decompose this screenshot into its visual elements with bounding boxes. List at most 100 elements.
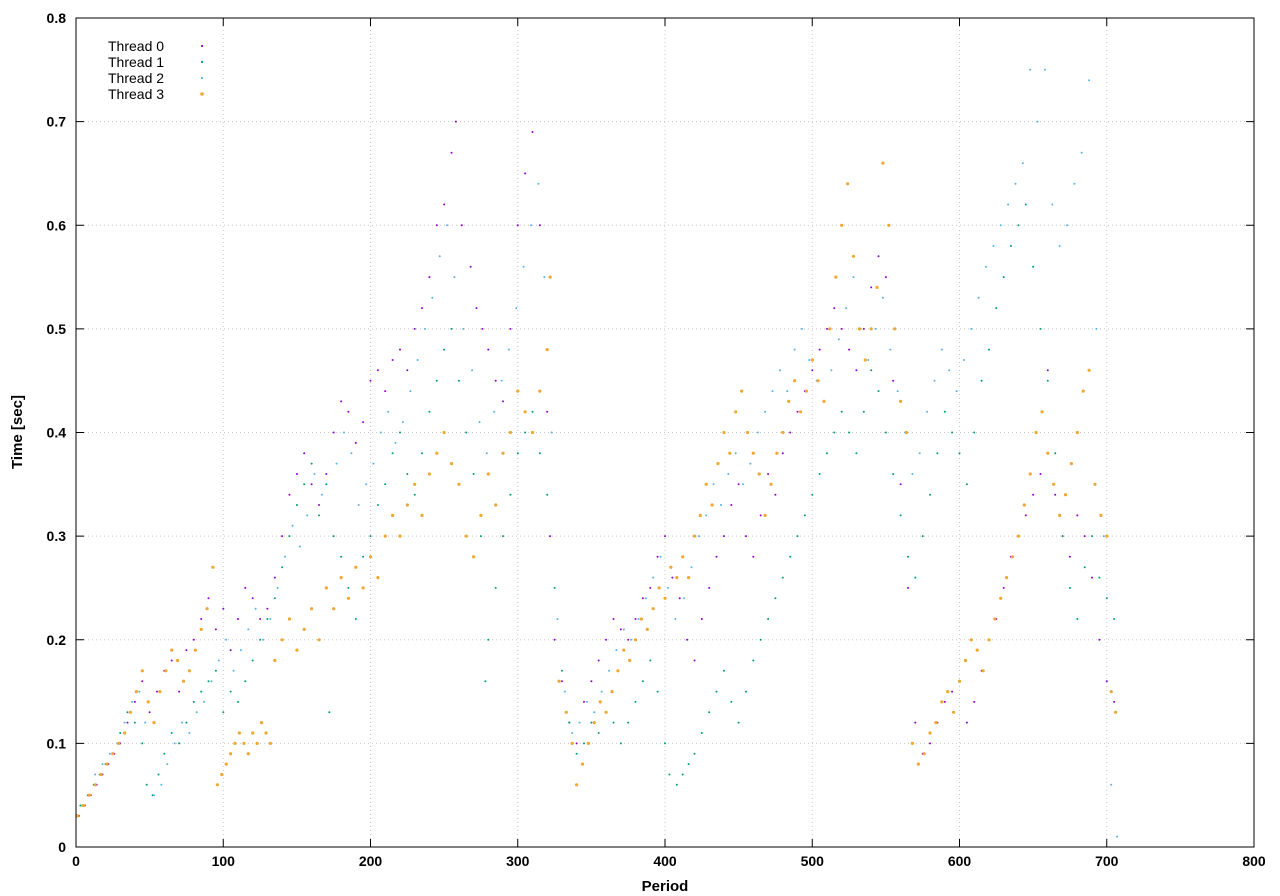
- data-point: [487, 348, 490, 351]
- data-point: [500, 379, 503, 382]
- data-point: [1046, 369, 1049, 372]
- data-point: [131, 700, 133, 703]
- data-point: [372, 462, 375, 465]
- data-point: [877, 255, 880, 258]
- data-point: [767, 618, 770, 620]
- data-point: [818, 473, 821, 475]
- data-point: [255, 741, 259, 746]
- data-point: [708, 586, 711, 589]
- data-point: [686, 638, 689, 641]
- data-point: [628, 658, 632, 663]
- data-point: [332, 607, 336, 611]
- data-point: [530, 430, 535, 435]
- data-point: [494, 379, 497, 382]
- data-point: [608, 669, 610, 672]
- data-point: [453, 276, 456, 279]
- legend-marker: [200, 44, 204, 48]
- data-point: [144, 721, 147, 724]
- data-point: [1083, 535, 1086, 538]
- data-point: [384, 390, 387, 393]
- data-point: [834, 275, 838, 279]
- data-point: [1063, 493, 1068, 497]
- data-point: [509, 327, 512, 330]
- data-point: [914, 721, 917, 724]
- data-point: [146, 700, 150, 704]
- data-point: [848, 431, 851, 434]
- data-point: [266, 607, 269, 610]
- y-tick-labels: 0 0.1 0.2 0.3 0.4 0.5 0.6 0.7 0.8: [47, 10, 67, 855]
- data-point: [523, 410, 527, 414]
- data-point: [251, 597, 254, 600]
- y-tick-label: 0.3: [47, 528, 67, 544]
- x-tick-label: 800: [1242, 853, 1266, 869]
- data-point: [881, 296, 884, 299]
- data-point: [1076, 618, 1079, 620]
- data-point: [1095, 327, 1098, 330]
- data-point: [710, 503, 714, 507]
- data-point: [787, 399, 791, 403]
- data-point: [215, 783, 219, 787]
- data-point: [79, 804, 82, 807]
- data-point: [302, 627, 306, 632]
- data-point: [1054, 452, 1057, 455]
- data-point: [405, 503, 409, 507]
- data-point: [948, 369, 951, 372]
- data-point: [446, 224, 449, 227]
- data-point: [870, 286, 873, 289]
- data-point: [1069, 462, 1073, 466]
- data-point: [298, 545, 301, 548]
- data-point: [163, 752, 166, 755]
- data-point: [644, 597, 647, 600]
- data-point: [775, 451, 779, 455]
- data-point: [1099, 513, 1103, 518]
- data-point: [431, 296, 434, 299]
- data-point: [464, 534, 468, 538]
- data-point: [1029, 68, 1032, 71]
- data-point: [914, 576, 917, 579]
- data-point: [583, 742, 585, 745]
- data-point: [929, 742, 931, 745]
- data-point: [981, 669, 985, 673]
- data-point: [973, 431, 976, 434]
- data-point: [992, 245, 995, 247]
- data-point: [251, 731, 255, 735]
- data-point: [365, 483, 368, 486]
- data-point: [580, 762, 585, 766]
- data-point: [764, 410, 767, 413]
- data-point: [343, 431, 345, 434]
- data-point: [553, 638, 556, 641]
- data-point: [200, 618, 203, 620]
- data-point: [133, 721, 136, 724]
- data-point: [502, 400, 504, 403]
- data-point: [921, 535, 924, 538]
- data-point: [229, 649, 232, 652]
- data-point: [295, 473, 298, 475]
- y-axis-title: Time [sec]: [9, 395, 26, 469]
- legend-label: Thread 1: [108, 54, 164, 70]
- data-point: [354, 565, 358, 569]
- data-point: [560, 680, 563, 683]
- data-point: [893, 327, 897, 331]
- data-point: [928, 731, 932, 735]
- data-point: [387, 410, 390, 413]
- data-point: [379, 431, 382, 434]
- data-point: [840, 327, 843, 330]
- data-point: [280, 638, 284, 642]
- data-point: [793, 379, 797, 383]
- data-point: [347, 586, 350, 589]
- data-point: [692, 534, 697, 538]
- data-point: [383, 534, 387, 538]
- data-point: [940, 700, 944, 704]
- data-point: [254, 607, 257, 610]
- data-point: [681, 555, 685, 559]
- data-point: [1081, 389, 1085, 393]
- data-point: [965, 483, 968, 486]
- data-point: [826, 327, 828, 330]
- data-point: [826, 452, 828, 455]
- data-point: [697, 535, 700, 538]
- data-point: [771, 390, 774, 393]
- data-point: [634, 618, 637, 620]
- data-point: [1002, 586, 1005, 589]
- data-point: [846, 182, 850, 186]
